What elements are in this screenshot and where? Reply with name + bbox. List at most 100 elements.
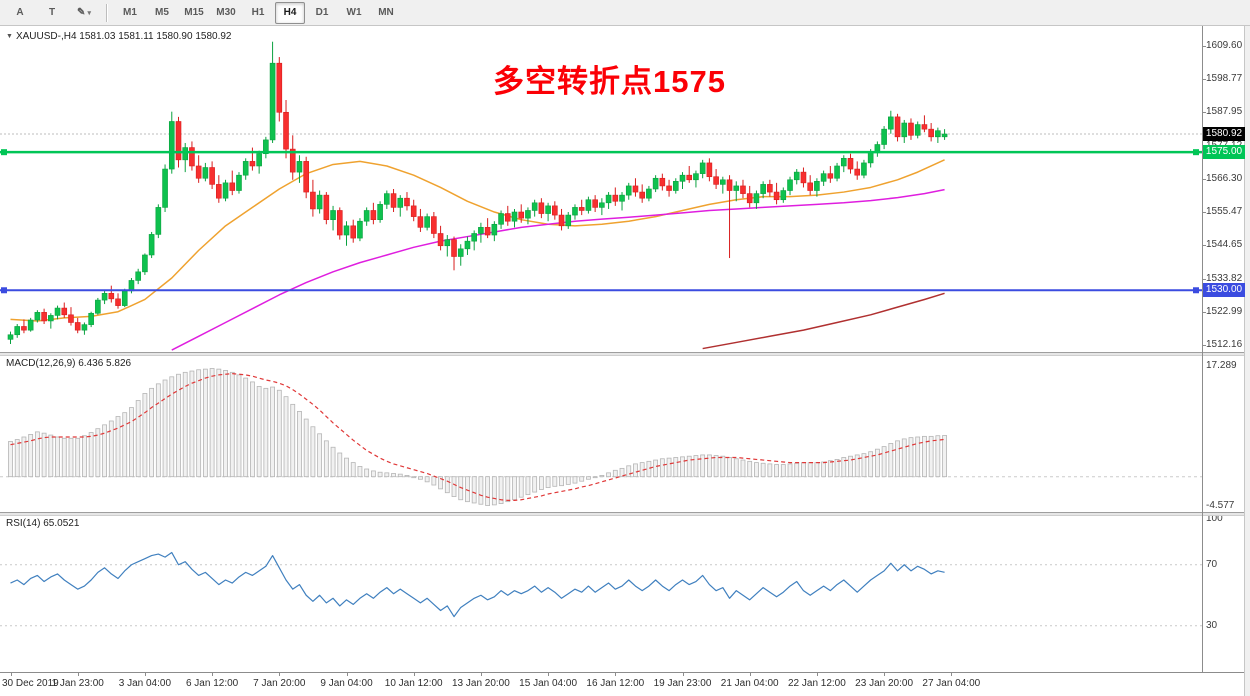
macd-bar — [485, 476, 491, 506]
candle-body — [269, 62, 276, 141]
candle-body — [941, 133, 948, 138]
macd-bar — [263, 387, 269, 478]
macd-bar — [236, 374, 242, 478]
hline-handle[interactable] — [1193, 287, 1199, 294]
chart-collapse-icon[interactable]: ▼ — [6, 33, 13, 40]
rsi-indicator-label: RSI(14) 65.0521 — [6, 518, 80, 529]
price-axis-label: 1555.47 — [1206, 206, 1243, 218]
candle-body — [410, 205, 417, 217]
macd-bar — [848, 455, 853, 478]
symbol-info-line: ▼ XAUUSD-,H4 1581.03 1581.11 1580.90 1580… — [6, 31, 231, 42]
candle-body — [652, 177, 659, 190]
candle-body — [202, 167, 209, 179]
cursor-tool-button[interactable]: A — [16, 7, 24, 18]
macd-bar — [88, 432, 94, 478]
time-axis-label: 9 Jan 04:00 — [320, 678, 373, 689]
candle-body — [807, 182, 813, 191]
timeframe-button-m15[interactable]: M15 — [184, 7, 204, 18]
macd-bar — [21, 436, 27, 478]
macd-bar — [606, 472, 611, 478]
candle-body — [444, 239, 451, 247]
candle-body — [384, 193, 390, 205]
macd-bar — [827, 460, 833, 478]
hline-handle[interactable] — [1, 149, 7, 156]
macd-bar — [28, 434, 34, 478]
macd-bar — [216, 368, 222, 478]
candle-body — [21, 326, 27, 331]
macd-bar — [357, 466, 363, 478]
rsi-axis-label: 30 — [1206, 619, 1218, 631]
macd-bar — [814, 462, 820, 478]
macd-bar — [310, 426, 316, 478]
candle-body — [847, 158, 854, 170]
macd-bar — [149, 387, 155, 478]
candle-body — [498, 213, 504, 225]
pane-divider-rsi[interactable] — [0, 512, 1244, 516]
macd-bar — [579, 476, 585, 482]
macd-bar — [895, 440, 900, 478]
macd-bar — [874, 448, 880, 478]
hline-handle[interactable] — [1, 287, 7, 294]
rsi-axis-label: 100 — [1206, 513, 1223, 524]
macd-bar — [713, 455, 719, 478]
candle-body — [397, 197, 404, 208]
macd-bar — [693, 455, 699, 478]
macd-bar — [633, 463, 638, 478]
macd-bar — [908, 437, 914, 478]
candle-body — [95, 299, 101, 314]
macd-bar — [209, 368, 215, 478]
macd-bar — [478, 476, 484, 505]
text-tool-button[interactable]: T — [48, 7, 56, 18]
candle-body — [148, 234, 155, 256]
macd-bar — [8, 441, 13, 478]
timeframe-button-h1[interactable]: H1 — [251, 7, 265, 18]
candle-body — [81, 324, 88, 331]
macd-axis-label: 17.289 — [1206, 359, 1237, 371]
time-axis-label: 1 Jan 23:00 — [51, 678, 104, 689]
chart-annotation-text[interactable]: 多空转折点1575 — [493, 64, 726, 99]
time-axis-tick — [413, 672, 415, 676]
macd-bar — [888, 443, 894, 478]
candle-body — [511, 211, 518, 222]
price-axis-label: 1522.99 — [1206, 305, 1243, 317]
price-axis-tick — [1202, 245, 1206, 247]
macd-bar — [592, 476, 598, 479]
candle-body — [726, 179, 733, 191]
timeframe-button-m30[interactable]: M30 — [216, 7, 236, 18]
time-axis-tick — [480, 672, 482, 676]
candle-body — [599, 202, 605, 208]
macd-bar — [552, 476, 558, 487]
macd-bar — [747, 460, 753, 478]
timeframe-button-d1[interactable]: D1 — [315, 7, 329, 18]
macd-bar — [444, 476, 450, 494]
hline-handle[interactable] — [1193, 149, 1199, 156]
candle-body — [236, 174, 242, 191]
candle-body — [162, 168, 168, 208]
rsi-line — [10, 551, 945, 618]
timeframe-button-mn[interactable]: MN — [378, 7, 394, 18]
candle-body — [827, 173, 834, 179]
candle-body — [504, 213, 511, 222]
price-axis-tick — [1202, 212, 1206, 214]
macd-bar — [680, 456, 685, 478]
macd-bar — [438, 476, 443, 490]
macd-bar — [760, 462, 766, 478]
candle-body — [121, 290, 128, 306]
macd-bar — [512, 476, 517, 501]
macd-bar — [431, 476, 437, 486]
draw-tool-button[interactable]: ✎ ▾ — [77, 7, 91, 18]
time-axis-tick — [10, 672, 12, 676]
candle-body — [142, 254, 148, 273]
macd-bar — [780, 464, 786, 478]
pane-divider-macd[interactable] — [0, 352, 1244, 356]
macd-bar — [720, 455, 726, 478]
time-axis-label: 22 Jan 12:00 — [787, 678, 846, 689]
timeframe-button-m5[interactable]: M5 — [155, 7, 169, 18]
macd-histogram — [8, 368, 947, 506]
timeframe-button-m1[interactable]: M1 — [123, 7, 137, 18]
timeframe-button-w1[interactable]: W1 — [346, 7, 362, 18]
macd-bar — [619, 467, 625, 478]
macd-bar — [317, 433, 323, 478]
timeframe-button-h4[interactable]: H4 — [275, 1, 305, 24]
